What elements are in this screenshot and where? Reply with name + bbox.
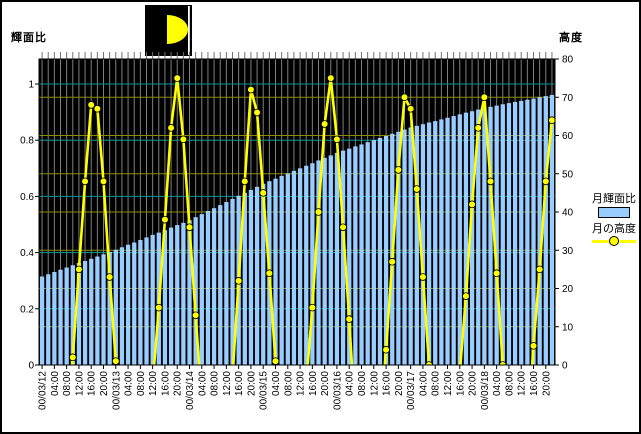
svg-text:08:00: 08:00 [504, 371, 515, 396]
bars-series [39, 94, 555, 366]
svg-text:08:00: 08:00 [357, 371, 368, 396]
svg-text:00/03/14: 00/03/14 [185, 371, 196, 410]
svg-text:20:00: 20:00 [320, 371, 331, 396]
svg-text:0: 0 [28, 361, 34, 372]
svg-text:04:00: 04:00 [197, 371, 208, 396]
left-axis-title: 輝面比 [11, 32, 47, 44]
svg-text:00/03/12: 00/03/12 [38, 371, 49, 410]
legend-line-marker-icon [609, 236, 619, 246]
svg-text:04:00: 04:00 [50, 371, 61, 396]
right-axis-title: 高度 [559, 32, 583, 44]
svg-text:1: 1 [28, 80, 34, 91]
axes [35, 58, 559, 369]
svg-text:12:00: 12:00 [222, 371, 233, 396]
svg-text:12:00: 12:00 [443, 371, 454, 396]
svg-text:04:00: 04:00 [345, 371, 356, 396]
svg-text:16:00: 16:00 [234, 371, 245, 396]
svg-text:20: 20 [562, 284, 574, 295]
svg-text:00/03/17: 00/03/17 [406, 371, 417, 410]
svg-text:10: 10 [562, 322, 574, 333]
svg-text:60: 60 [562, 131, 574, 142]
svg-text:0.2: 0.2 [20, 304, 34, 315]
svg-text:04:00: 04:00 [124, 371, 135, 396]
legend-item-illumination: 月輝面比 [586, 190, 639, 218]
legend-label-altitude: 月の高度 [592, 223, 636, 235]
svg-text:04:00: 04:00 [418, 371, 429, 396]
svg-text:08:00: 08:00 [283, 371, 294, 396]
svg-text:40: 40 [562, 208, 574, 219]
chart-legend: 月輝面比 月の高度 [586, 190, 639, 248]
svg-text:20:00: 20:00 [541, 371, 552, 396]
svg-text:20:00: 20:00 [468, 371, 479, 396]
svg-text:80: 80 [562, 55, 574, 66]
svg-text:12:00: 12:00 [517, 371, 528, 396]
right-axis-ticks: 80 70 60 50 40 30 20 10 0 [562, 55, 574, 372]
svg-text:00/03/18: 00/03/18 [480, 371, 491, 410]
x-axis-labels: 00/03/12 04:00 08:00 12:00 16:00 20:00 00/03/1… [38, 371, 553, 410]
svg-text:20:00: 20:00 [173, 371, 184, 396]
svg-text:16:00: 16:00 [529, 371, 540, 396]
legend-item-altitude: 月の高度 [586, 220, 639, 246]
svg-text:0: 0 [562, 361, 568, 372]
altitude-markers [68, 74, 555, 365]
svg-text:12:00: 12:00 [148, 371, 159, 396]
svg-text:12:00: 12:00 [296, 371, 307, 396]
svg-text:08:00: 08:00 [431, 371, 442, 396]
svg-text:00/03/13: 00/03/13 [111, 371, 122, 410]
top-tick-band [41, 52, 553, 59]
svg-text:16:00: 16:00 [308, 371, 319, 396]
legend-line-swatch [592, 236, 636, 246]
svg-text:16:00: 16:00 [382, 371, 393, 396]
altitude-line [70, 76, 554, 365]
svg-text:00/03/16: 00/03/16 [332, 371, 343, 410]
svg-text:12:00: 12:00 [74, 371, 85, 396]
legend-label-illumination: 月輝面比 [592, 193, 636, 205]
svg-text:16:00: 16:00 [160, 371, 171, 396]
svg-text:04:00: 04:00 [271, 371, 282, 396]
svg-text:04:00: 04:00 [492, 371, 503, 396]
horizontal-gridlines [39, 83, 555, 328]
svg-text:12:00: 12:00 [369, 371, 380, 396]
svg-text:00/03/15: 00/03/15 [259, 371, 270, 410]
svg-text:08:00: 08:00 [210, 371, 221, 396]
svg-text:20:00: 20:00 [394, 371, 405, 396]
svg-text:16:00: 16:00 [87, 371, 98, 396]
svg-text:30: 30 [562, 246, 574, 257]
svg-text:0.8: 0.8 [20, 136, 34, 147]
legend-bar-swatch [598, 207, 630, 218]
svg-text:20:00: 20:00 [99, 371, 110, 396]
svg-text:0.4: 0.4 [20, 248, 34, 259]
svg-text:16:00: 16:00 [455, 371, 466, 396]
svg-text:70: 70 [562, 93, 574, 104]
svg-text:08:00: 08:00 [136, 371, 147, 396]
svg-text:20:00: 20:00 [246, 371, 257, 396]
moon-icon [145, 5, 192, 56]
svg-text:0.6: 0.6 [20, 192, 34, 203]
left-axis-ticks: 1 0.8 0.6 0.4 0.2 0 [20, 80, 34, 372]
svg-text:50: 50 [562, 169, 574, 180]
svg-text:08:00: 08:00 [62, 371, 73, 396]
